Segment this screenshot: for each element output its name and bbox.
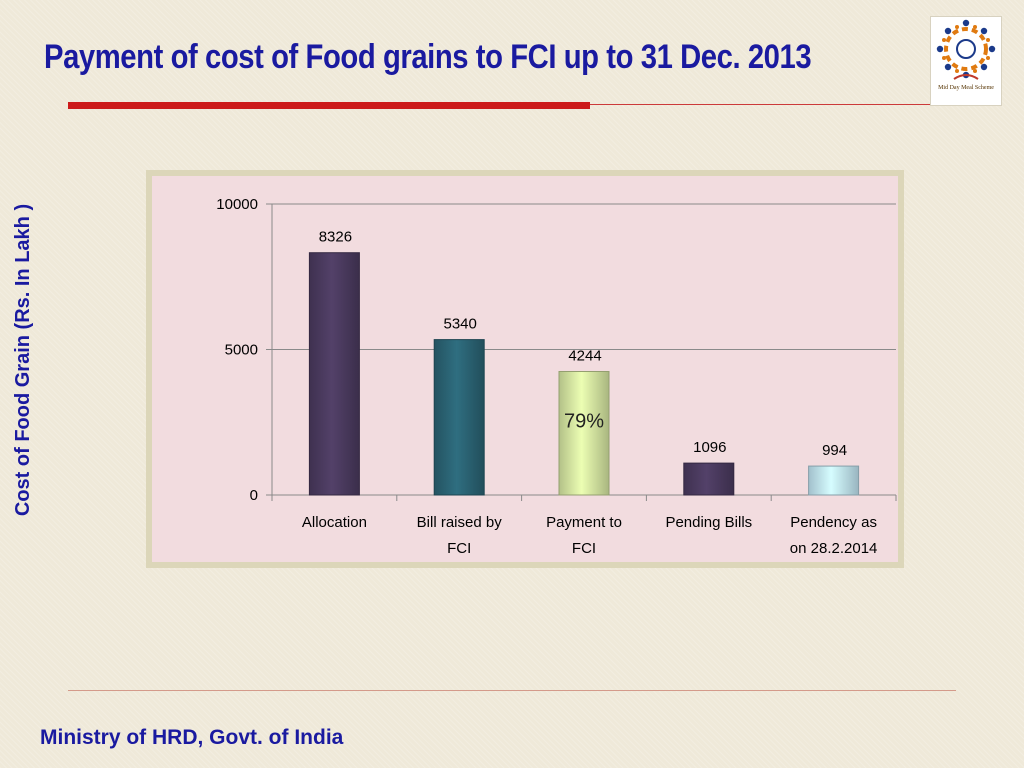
plot-background — [152, 176, 898, 562]
bar-value-label: 4244 — [568, 347, 601, 364]
mid-day-meal-logo-icon — [936, 19, 996, 80]
bar-value-label: 1096 — [693, 439, 726, 456]
y-axis-title: Cost of Food Grain (Rs. In Lakh ) — [12, 203, 34, 517]
bar-5 — [808, 465, 860, 496]
x-category-label: Payment to — [546, 514, 622, 531]
slide-title: Payment of cost of Food grains to FCI up… — [44, 38, 812, 76]
percent-annotation: 79% — [564, 410, 604, 432]
x-category-label: FCI — [572, 540, 596, 557]
footer-text: Ministry of HRD, Govt. of India — [40, 726, 344, 749]
title-underline-thin — [590, 104, 930, 105]
bar-1 — [308, 252, 360, 496]
y-tick-label: 0 — [250, 487, 258, 504]
bar-3 — [558, 370, 610, 496]
bar-value-label: 8326 — [319, 229, 352, 246]
bar-value-label: 994 — [822, 442, 847, 459]
bar-value-label: 5340 — [444, 316, 477, 333]
chart-frame: 0 5000 10000 8326 Allocation 5340 Bill raised … — [146, 170, 904, 568]
x-category-label: Pending Bills — [665, 514, 752, 531]
bar-chart: 0 5000 10000 8326 Allocation 5340 Bill raised … — [152, 176, 898, 562]
x-category-label: FCI — [447, 540, 471, 557]
logo-caption: Mid Day Meal Scheme — [938, 85, 994, 91]
bar-2 — [433, 339, 485, 496]
title-underline-thick — [68, 102, 590, 109]
x-category-label: Pendency as — [790, 514, 877, 531]
x-category-label: Allocation — [302, 514, 367, 531]
bar-4 — [683, 462, 735, 496]
x-category-label: Bill raised by — [417, 514, 503, 531]
footer-divider — [68, 690, 956, 691]
x-category-label: on 28.2.2014 — [790, 540, 878, 557]
mid-day-meal-logo: Mid Day Meal Scheme — [930, 16, 1002, 106]
y-tick-label: 5000 — [225, 342, 258, 359]
y-tick-label: 10000 — [216, 196, 258, 213]
